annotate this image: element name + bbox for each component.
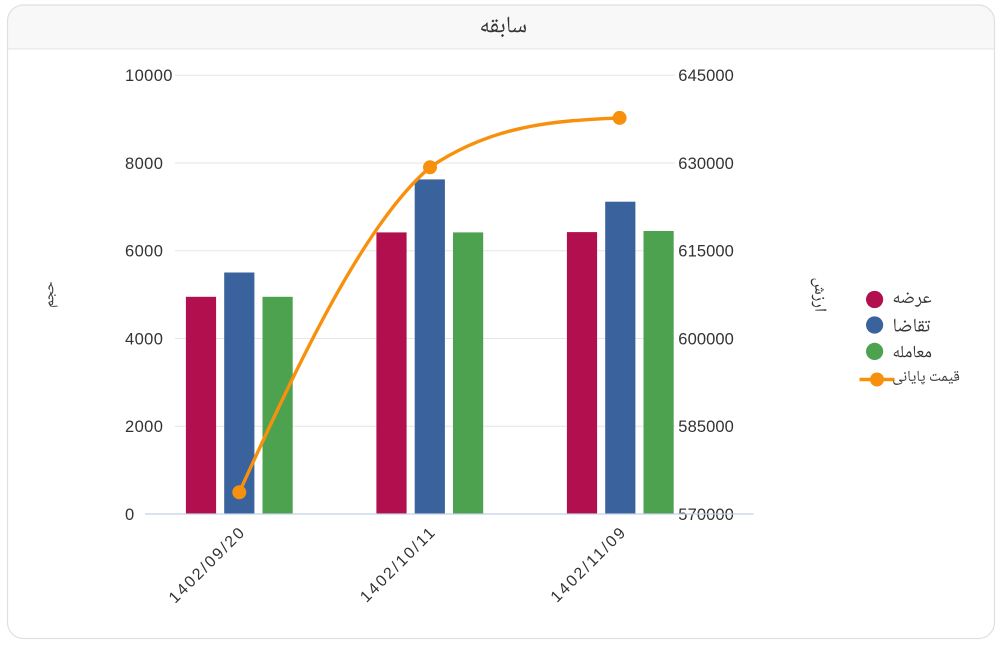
svg-text:2000: 2000 (125, 418, 163, 436)
svg-text:645000: 645000 (678, 67, 734, 85)
svg-text:615000: 615000 (678, 243, 734, 261)
svg-text:10000: 10000 (125, 67, 173, 85)
svg-text:8000: 8000 (125, 155, 163, 173)
svg-text:6000: 6000 (125, 243, 163, 261)
svg-text:0: 0 (125, 506, 135, 524)
svg-text:570000: 570000 (678, 506, 734, 524)
svg-text:4000: 4000 (125, 330, 163, 348)
svg-text:600000: 600000 (678, 330, 734, 348)
svg-text:630000: 630000 (678, 155, 734, 173)
svg-text:585000: 585000 (678, 418, 734, 436)
